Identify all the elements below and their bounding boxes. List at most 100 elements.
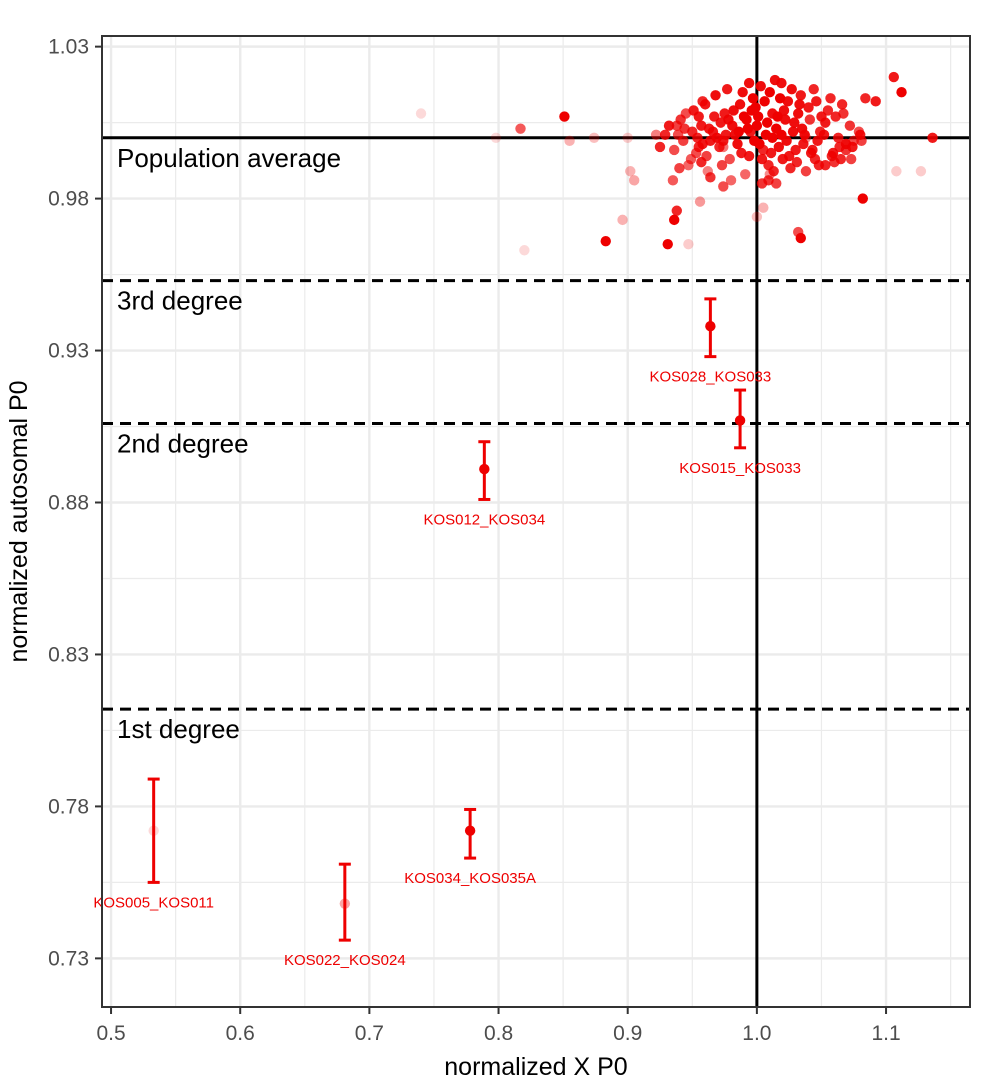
y-tick-label: 0.98 <box>48 188 89 211</box>
pair-point-group: KOS012_KOS034 <box>423 440 545 528</box>
data-point <box>718 141 729 153</box>
data-point <box>667 175 679 186</box>
data-point <box>758 202 769 213</box>
data-point <box>787 126 799 137</box>
related-pairs: KOS028_KOS033 KOS015_KOS033 KOS012_KOS034 K… <box>93 297 801 969</box>
data-point <box>725 175 737 186</box>
data-point <box>825 93 836 104</box>
data-point <box>764 87 775 98</box>
data-point <box>685 153 697 165</box>
data-point <box>794 99 805 110</box>
data-point <box>705 172 716 183</box>
data-point <box>799 129 810 140</box>
data-point <box>776 129 787 140</box>
data-point <box>490 132 502 144</box>
data-point <box>751 211 763 223</box>
data-point <box>694 196 706 207</box>
axes: 0.5 0.6 0.7 0.8 0.9 1.0 1.1 0.73 0.78 0.83 0.88 0.9… <box>48 36 901 1045</box>
data-point <box>669 214 680 226</box>
data-point <box>765 147 777 159</box>
y-axis-title: normalized autosomal P0 <box>5 380 33 662</box>
data-point <box>703 123 715 134</box>
x-tick-label: 1.1 <box>871 1022 900 1045</box>
x-tick-label: 0.7 <box>355 1022 384 1045</box>
data-point <box>721 83 733 95</box>
data-point <box>805 147 817 159</box>
data-point <box>733 126 744 137</box>
data-point <box>723 114 734 125</box>
data-point <box>789 117 800 128</box>
pair-point <box>464 825 476 836</box>
data-point <box>764 169 775 180</box>
data-point <box>808 83 819 95</box>
data-point <box>896 87 907 98</box>
data-point <box>671 205 682 216</box>
data-point <box>692 132 703 144</box>
data-point <box>771 178 782 189</box>
region-label: 2nd degree <box>117 428 249 458</box>
x-tick-label: 1.0 <box>742 1022 771 1045</box>
data-point <box>710 90 721 101</box>
data-point <box>870 96 881 107</box>
data-point <box>927 132 938 144</box>
data-point <box>833 132 844 144</box>
data-point <box>786 83 797 95</box>
data-point <box>709 111 720 122</box>
data-point <box>790 144 801 156</box>
data-point <box>785 163 796 174</box>
data-point <box>737 87 748 98</box>
data-point <box>736 147 747 159</box>
x-tick-label: 0.5 <box>96 1022 125 1045</box>
data-point <box>773 141 785 153</box>
data-point <box>811 96 822 107</box>
y-tick-label: 0.78 <box>48 795 89 818</box>
data-point <box>782 96 794 107</box>
pair-point <box>479 463 490 475</box>
data-point <box>891 166 902 177</box>
data-point <box>888 71 899 83</box>
data-point <box>724 153 735 165</box>
data-point <box>827 147 839 159</box>
data-point <box>559 111 570 122</box>
data-point <box>519 245 530 256</box>
pair-label: KOS022_KOS024 <box>284 952 406 969</box>
pair-label: KOS034_KOS035A <box>404 870 536 887</box>
data-point <box>915 166 927 177</box>
data-point <box>836 99 848 110</box>
data-point <box>738 111 750 122</box>
data-point <box>756 153 768 165</box>
data-point <box>515 123 526 134</box>
data-point <box>659 129 671 140</box>
data-point <box>662 238 673 250</box>
data-point <box>804 114 816 125</box>
pair-point-group: KOS034_KOS035A <box>404 807 536 887</box>
y-tick-label: 0.88 <box>48 492 89 515</box>
data-point <box>800 132 812 144</box>
data-point <box>793 108 804 119</box>
data-point <box>650 129 662 140</box>
data-point <box>755 80 766 92</box>
pair-point-group: KOS028_KOS033 <box>649 297 771 386</box>
data-point <box>678 135 689 147</box>
data-point <box>793 226 804 238</box>
data-point <box>855 129 866 140</box>
data-point <box>564 135 575 147</box>
x-tick-label: 0.9 <box>613 1022 642 1045</box>
data-point <box>588 132 600 144</box>
pair-label: KOS012_KOS034 <box>423 511 545 528</box>
data-point <box>740 169 751 180</box>
data-point <box>803 102 814 113</box>
data-point <box>743 77 755 89</box>
data-point <box>776 77 787 89</box>
data-point <box>728 105 739 116</box>
x-tick-label: 0.6 <box>226 1022 255 1045</box>
data-point <box>625 166 636 177</box>
data-point <box>814 126 826 137</box>
pair-point-group: KOS022_KOS024 <box>284 862 406 969</box>
data-point <box>747 93 759 104</box>
pair-point-group: KOS015_KOS033 <box>679 388 801 477</box>
data-point <box>816 111 827 122</box>
y-tick-label: 0.73 <box>48 947 89 970</box>
data-point <box>751 120 763 131</box>
data-point <box>732 138 743 150</box>
